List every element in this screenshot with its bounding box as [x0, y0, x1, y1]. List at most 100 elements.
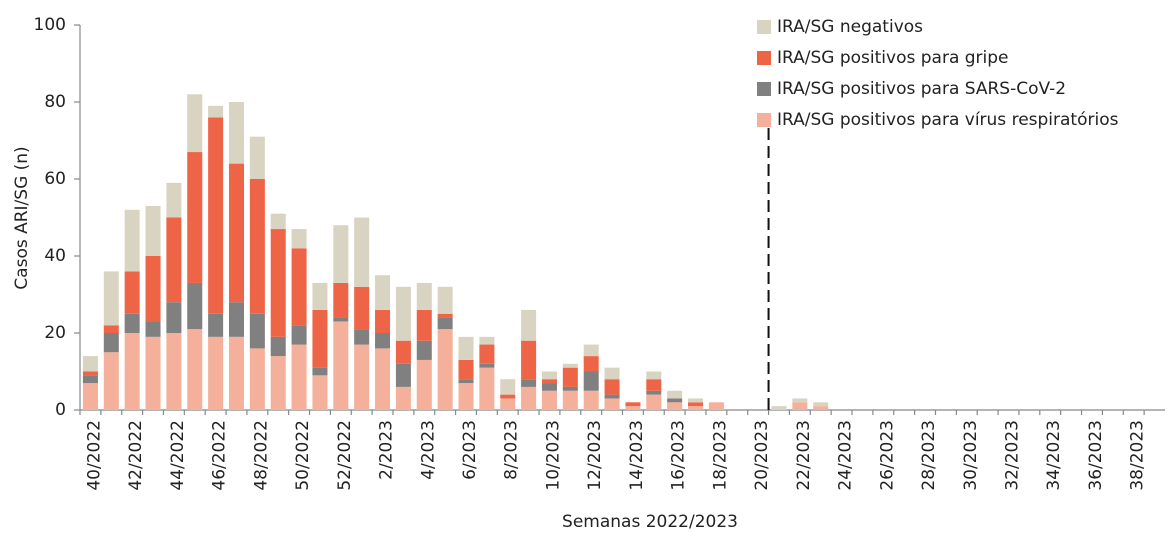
bar-segment [667, 390, 683, 399]
bar-segment [208, 105, 224, 118]
bar-segment [103, 271, 119, 326]
bar-segment [312, 282, 328, 310]
x-tick-label: 12/2023 [585, 420, 605, 491]
bar-segment [458, 359, 474, 380]
x-tick-label: 20/2023 [752, 420, 772, 491]
y-tick-label: 20 [44, 323, 66, 343]
bar-segment [500, 398, 516, 410]
bar-segment [625, 406, 641, 410]
bar-segment [667, 398, 683, 403]
bar-segment [270, 229, 286, 337]
bar-segment [228, 163, 245, 303]
bar-segment [103, 352, 119, 410]
bar-segment [562, 367, 578, 387]
bar-segment [416, 340, 432, 360]
bar-segment [604, 398, 620, 410]
bar-segment [166, 302, 182, 333]
bar-segment [395, 363, 411, 387]
bar-segment [541, 371, 557, 380]
bar-segment [291, 325, 307, 345]
y-tick-label: 40 [44, 246, 66, 266]
legend-label: IRA/SG positivos para SARS-CoV-2 [777, 79, 1066, 99]
bar-segment [416, 359, 432, 410]
bar-segment [312, 367, 328, 376]
bar-segment [395, 386, 411, 410]
y-axis-title: Casos ARI/SG (n) [12, 146, 32, 289]
bar-segment [228, 336, 245, 410]
bar-segment [395, 286, 411, 341]
x-tick-label: 44/2022 [168, 420, 188, 491]
bar-segment [249, 179, 265, 314]
bar-segment [667, 402, 683, 410]
bar-segment [124, 271, 140, 314]
bar-segment [458, 383, 474, 410]
bar-segment [646, 371, 662, 380]
bar-segment [333, 225, 349, 283]
bar-segment [708, 402, 724, 410]
legend-label: IRA/SG negativos [777, 17, 923, 37]
bar-segment [291, 248, 307, 326]
bar-segment [500, 379, 516, 395]
x-tick-label: 36/2023 [1086, 420, 1106, 491]
bar-segment [249, 348, 265, 410]
x-tick-label: 2/2023 [377, 420, 397, 480]
bar-segment [187, 282, 203, 330]
bar-segment [583, 390, 599, 410]
bar-segment [187, 94, 203, 153]
bar-segment [437, 317, 453, 330]
bar-segment [625, 402, 641, 407]
bar-segment [646, 394, 662, 410]
x-tick-label: 48/2022 [251, 420, 271, 491]
bar-segment [604, 367, 620, 380]
legend-label: IRA/SG positivos para gripe [777, 48, 1009, 68]
bar-segment [145, 336, 161, 410]
x-tick-label: 10/2023 [543, 420, 563, 491]
x-tick-label: 52/2022 [335, 420, 355, 491]
bar-segment [228, 102, 245, 164]
x-tick-label: 26/2023 [877, 420, 897, 491]
x-tick-label: 50/2022 [293, 420, 313, 491]
bar-segment [437, 329, 453, 410]
x-tick-label: 34/2023 [1044, 420, 1064, 491]
legend-swatch [757, 113, 771, 127]
bar-segment [583, 344, 599, 357]
bar-segment [270, 356, 286, 410]
bar-segment [270, 336, 286, 357]
bar-segment [103, 333, 119, 353]
legend-swatch [757, 82, 771, 96]
bar-segment [792, 402, 808, 410]
x-axis-title: Semanas 2022/2023 [562, 512, 738, 532]
bar-segment [375, 348, 391, 410]
x-tick-label: 4/2023 [418, 420, 438, 480]
bar-segment [792, 398, 808, 403]
bar-segment [187, 152, 203, 283]
bar-segment [521, 379, 537, 387]
x-tick-label: 42/2022 [126, 420, 146, 491]
y-tick-label: 80 [44, 92, 66, 112]
bar-segment [124, 333, 140, 410]
bar-segment [541, 379, 557, 384]
bar-segment [354, 329, 370, 345]
bar-segment [375, 333, 391, 349]
legend-label: IRA/SG positivos para vírus respiratório… [777, 110, 1119, 130]
bar-segment [333, 317, 349, 322]
bar-segment [82, 371, 98, 376]
bar-segment [541, 390, 557, 410]
bar-segment [521, 340, 537, 380]
bar-segment [771, 406, 787, 410]
bar-segment [312, 375, 328, 410]
y-tick-label: 0 [55, 400, 66, 420]
x-tick-label: 8/2023 [502, 420, 522, 480]
x-tick-label: 14/2023 [627, 420, 647, 491]
bar-segment [562, 390, 578, 410]
bar-segment [354, 217, 370, 287]
bar-segment [500, 394, 516, 399]
x-tick-label: 40/2022 [84, 420, 104, 491]
legend-swatch [757, 20, 771, 34]
bar-segment [813, 406, 829, 410]
bar-segment [375, 309, 391, 333]
bar-segment [82, 356, 98, 372]
bar-segment [333, 282, 349, 318]
bar-segment [82, 383, 98, 410]
